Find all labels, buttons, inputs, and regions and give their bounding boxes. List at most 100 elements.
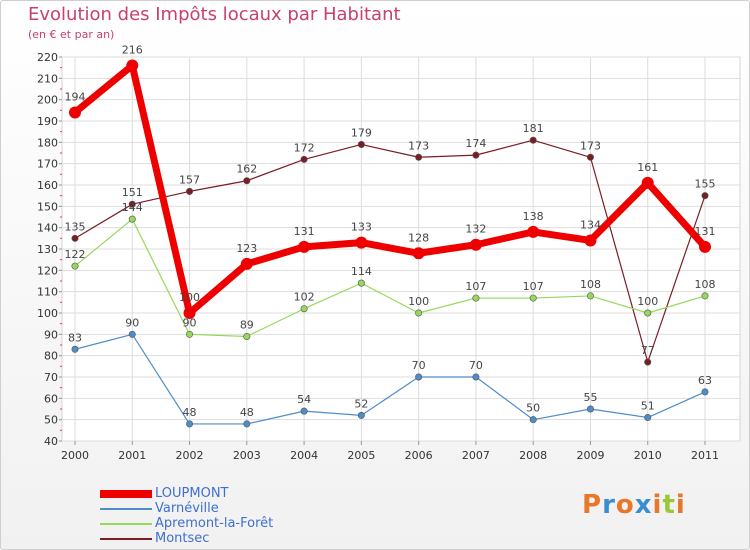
- y-tick-label: 130: [37, 243, 58, 256]
- y-tick-label: 110: [37, 286, 58, 299]
- data-point: [128, 330, 136, 338]
- data-label: 134: [580, 218, 601, 231]
- legend-swatch: [100, 538, 152, 540]
- data-label: 131: [294, 225, 315, 238]
- series-line-varn-ville: [74, 333, 706, 425]
- data-label: 144: [122, 201, 143, 214]
- data-point: [300, 407, 308, 415]
- data-point: [586, 153, 594, 161]
- y-tick-label: 220: [37, 51, 58, 64]
- x-tick-label: 2003: [233, 449, 261, 462]
- data-label: 155: [695, 178, 716, 191]
- data-point: [69, 106, 81, 119]
- data-point: [529, 136, 537, 144]
- data-label: 90: [125, 316, 139, 329]
- y-tick-label: 160: [37, 179, 58, 192]
- data-label: 135: [65, 220, 86, 233]
- data-label: 162: [236, 163, 257, 176]
- data-label: 131: [695, 225, 716, 238]
- y-tick-label: 190: [37, 115, 58, 128]
- x-tick-label: 2006: [405, 449, 433, 462]
- data-label: 100: [179, 291, 200, 304]
- data-point: [71, 262, 79, 270]
- data-point: [415, 373, 423, 381]
- data-label: 48: [183, 406, 197, 419]
- data-label: 70: [469, 359, 483, 372]
- data-point: [186, 330, 194, 338]
- data-point: [699, 240, 711, 253]
- data-label: 107: [465, 280, 486, 293]
- x-tick-label: 2004: [290, 449, 318, 462]
- logo-letter: P: [582, 490, 603, 520]
- y-tick-label: 210: [37, 72, 58, 85]
- legend-label: Varnéville: [155, 501, 219, 516]
- data-point: [243, 177, 251, 185]
- data-label: 181: [523, 122, 544, 135]
- data-label: 173: [408, 139, 429, 152]
- y-tick-label: 170: [37, 158, 58, 171]
- data-point: [472, 151, 480, 159]
- data-label: 122: [65, 248, 86, 261]
- x-tick-label: 2010: [634, 449, 662, 462]
- data-point: [128, 215, 136, 223]
- logo-letter: i: [652, 490, 663, 520]
- chart-subtitle: (en € et par an): [28, 28, 115, 41]
- data-label: 70: [412, 359, 426, 372]
- data-point: [644, 309, 652, 317]
- data-label: 83: [68, 331, 82, 344]
- data-label: 108: [695, 278, 716, 291]
- data-label: 114: [351, 265, 372, 278]
- y-tick-label: 120: [37, 264, 58, 277]
- data-label: 133: [351, 221, 372, 234]
- series-line-montsec: [74, 139, 706, 363]
- data-point: [357, 140, 365, 148]
- proxiti-logo: Proxiti: [582, 490, 686, 520]
- logo-letter: o: [615, 490, 635, 520]
- legend-swatch: [100, 523, 152, 525]
- y-tick-label: 50: [44, 414, 58, 427]
- data-label: 48: [240, 406, 254, 419]
- data-label: 216: [122, 44, 143, 57]
- y-tick-label: 60: [44, 392, 58, 405]
- data-point: [71, 234, 79, 242]
- data-label: 102: [294, 291, 315, 304]
- x-tick-label: 2007: [462, 449, 490, 462]
- x-tick-label: 2000: [61, 449, 89, 462]
- data-point: [186, 187, 194, 195]
- y-tick-label: 150: [37, 200, 58, 213]
- x-tick-label: 2009: [576, 449, 604, 462]
- data-label: 51: [641, 400, 655, 413]
- data-point: [586, 405, 594, 413]
- series-line-loupmont: [71, 62, 709, 317]
- data-point: [355, 236, 368, 249]
- data-point: [240, 257, 253, 270]
- y-tick-label: 90: [44, 328, 58, 341]
- data-label: 54: [297, 393, 311, 406]
- data-label: 138: [523, 210, 544, 223]
- legend-swatch: [100, 508, 152, 510]
- data-label: 107: [523, 280, 544, 293]
- data-label: 161: [637, 161, 658, 174]
- data-point: [529, 294, 537, 302]
- data-point: [644, 414, 652, 422]
- x-tick-label: 2005: [347, 449, 375, 462]
- data-point: [641, 176, 654, 189]
- data-label: 52: [354, 397, 368, 410]
- y-tick-label: 40: [44, 435, 58, 448]
- data-point: [472, 373, 480, 381]
- data-label: 108: [580, 278, 601, 291]
- data-point: [584, 234, 597, 247]
- data-label: 55: [583, 391, 597, 404]
- data-point: [472, 294, 480, 302]
- data-label: 179: [351, 126, 372, 139]
- data-label: 132: [465, 223, 486, 236]
- legend-label: LOUPMONT: [155, 486, 229, 501]
- data-point: [701, 292, 709, 300]
- data-point: [527, 225, 540, 238]
- data-label: 151: [122, 186, 143, 199]
- data-label: 123: [236, 242, 257, 255]
- data-label: 174: [465, 137, 486, 150]
- data-point: [701, 192, 709, 200]
- data-label: 90: [183, 316, 197, 329]
